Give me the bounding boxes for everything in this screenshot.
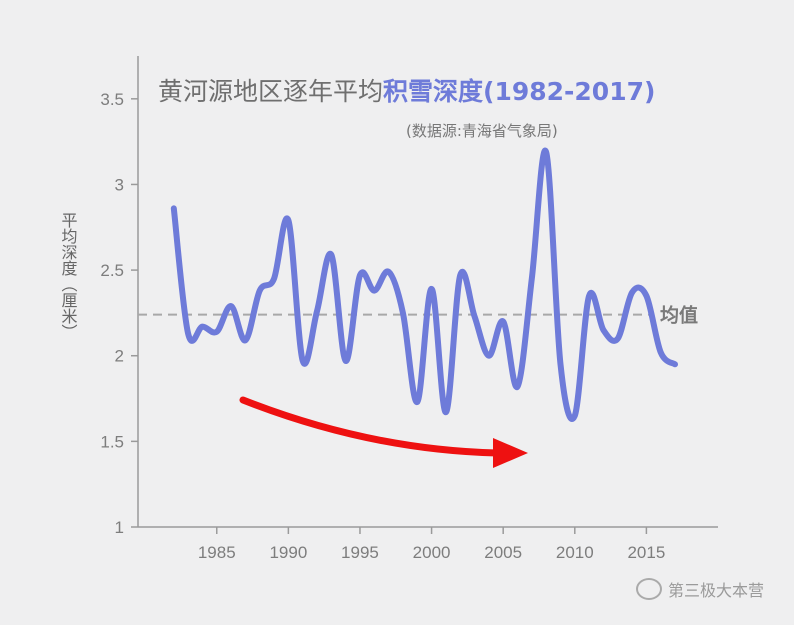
chart-title-part2: 积雪深度(1982-2017) [383,77,655,106]
y-tick-label: 2 [115,347,124,366]
y-axis-label: 平均深度（厘米） [59,212,78,340]
x-tick-label: 2005 [484,543,522,562]
x-tick-label: 1990 [269,543,307,562]
data-source: (数据源:青海省气象局) [406,122,558,140]
wechat-icon [635,578,662,600]
x-tick-label: 2010 [556,543,594,562]
y-tick-label: 1 [115,518,124,537]
y-tick-label: 3.5 [100,90,124,109]
mean-label: 均值 [660,304,698,327]
chart-title-part1: 黄河源地区逐年平均 [158,77,383,106]
snow-depth-series-line [170,147,678,422]
x-tick-label: 2015 [627,543,665,562]
x-tick-group: 1985 1990 1995 2000 2005 2010 2015 [198,527,665,562]
x-tick-label: 1995 [341,543,379,562]
chart-title: 黄河源地区逐年平均积雪深度(1982-2017) [158,77,655,106]
y-tick-label: 1.5 [100,432,124,451]
watermark-text: 第三极大本营 [667,581,764,600]
y-tick-group: 1 1.5 2 2.5 3 3.5 [100,90,138,537]
watermark: 第三极大本营 [635,577,764,601]
y-tick-label: 3 [115,175,124,194]
x-tick-label: 2000 [413,543,451,562]
trend-arrow [239,396,501,457]
x-tick-label: 1985 [198,543,236,562]
y-tick-label: 2.5 [100,261,124,280]
trend-arrow-head [493,438,528,468]
